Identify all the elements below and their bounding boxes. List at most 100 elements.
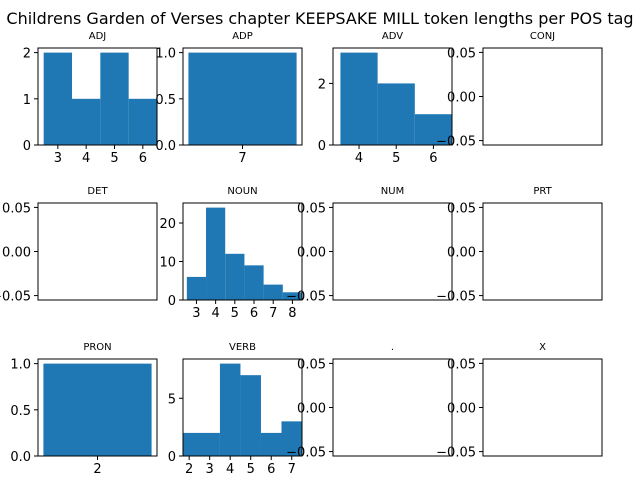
y-tick-label-adv: 0 bbox=[318, 139, 326, 154]
subplot-title-prt: PRT bbox=[533, 186, 552, 197]
subplot-x: X −0.05 0.00 0.05 bbox=[436, 342, 603, 461]
axes-frame-num bbox=[332, 202, 453, 301]
subplot-adv: ADV 4 5 6 0 2 bbox=[318, 31, 453, 166]
y-tick-label-adj: 1 bbox=[23, 93, 31, 108]
x-tick-label-noun: 4 bbox=[211, 306, 219, 321]
y-tick-label-punct: 0.05 bbox=[297, 357, 326, 372]
y-tick-label-x: −0.05 bbox=[436, 446, 476, 461]
subplot-title-adp: ADP bbox=[232, 31, 253, 42]
x-tick-label-noun: 3 bbox=[192, 306, 200, 321]
x-tick-label-verb: 5 bbox=[247, 462, 255, 477]
bar-noun bbox=[244, 265, 264, 300]
bar-verb bbox=[183, 432, 220, 456]
y-tick-label-prt: 0.05 bbox=[447, 201, 476, 216]
y-tick-label-conj: −0.05 bbox=[436, 135, 476, 150]
axes-frame-prt bbox=[482, 202, 603, 301]
y-tick-label-prt: 0.00 bbox=[447, 246, 476, 261]
y-tick-label-num: 0.00 bbox=[297, 246, 326, 261]
bar-adj bbox=[43, 52, 72, 145]
y-tick-label-x: 0.00 bbox=[447, 402, 476, 417]
bar-noun bbox=[206, 207, 226, 300]
bar-adj bbox=[72, 98, 101, 145]
x-tick-label-verb: 3 bbox=[206, 462, 214, 477]
x-tick-label-verb: 2 bbox=[185, 462, 193, 477]
x-tick-label-verb: 4 bbox=[226, 462, 234, 477]
x-tick-label-adj: 3 bbox=[54, 151, 62, 166]
y-tick-label-adj: 0 bbox=[23, 139, 31, 154]
bar-adv bbox=[377, 83, 415, 145]
subplot-noun: NOUN 3 4 5 6 7 8 0 10 20 bbox=[159, 186, 303, 321]
subplot-title-punct: . bbox=[391, 342, 394, 353]
subplot-num: NUM −0.05 0.00 0.05 bbox=[286, 186, 453, 305]
x-tick-label-noun: 7 bbox=[269, 306, 277, 321]
y-tick-label-pron: 1.0 bbox=[10, 358, 31, 373]
bar-noun bbox=[225, 253, 245, 300]
y-tick-label-det: 0.00 bbox=[2, 246, 31, 261]
y-tick-label-conj: 0.00 bbox=[447, 91, 476, 106]
y-tick-label-det: −0.05 bbox=[0, 290, 31, 305]
x-tick-label-adj: 4 bbox=[82, 151, 90, 166]
y-tick-label-det: 0.05 bbox=[2, 201, 31, 216]
y-tick-label-adp: 0.0 bbox=[155, 139, 176, 154]
x-tick-label-verb: 6 bbox=[267, 462, 275, 477]
bar-verb bbox=[240, 375, 261, 456]
subplot-prt: PRT −0.05 0.00 0.05 bbox=[436, 186, 603, 305]
x-tick-label-adp: 7 bbox=[238, 151, 246, 166]
y-tick-label-noun: 0 bbox=[168, 294, 176, 309]
y-tick-label-conj: 0.05 bbox=[447, 46, 476, 61]
y-tick-label-prt: −0.05 bbox=[436, 290, 476, 305]
x-tick-label-pron: 2 bbox=[93, 462, 101, 477]
axes-frame-noun bbox=[182, 202, 303, 301]
subplot-adj: ADJ 3 4 5 6 0 1 2 bbox=[23, 31, 158, 166]
bar-adj bbox=[100, 52, 129, 145]
x-tick-label-noun: 8 bbox=[288, 306, 296, 321]
x-tick-label-noun: 6 bbox=[250, 306, 258, 321]
bar-noun bbox=[282, 292, 302, 300]
y-tick-label-verb: 0 bbox=[168, 450, 176, 465]
subplot-title-adv: ADV bbox=[382, 31, 403, 42]
x-tick-label-verb: 7 bbox=[288, 462, 296, 477]
y-tick-label-punct: 0.00 bbox=[297, 402, 326, 417]
subplot-adp: ADP 7 0.0 0.5 1.0 bbox=[155, 31, 303, 166]
bar-adv bbox=[414, 114, 452, 145]
axes-frame-adv bbox=[332, 47, 453, 146]
subplot-title-adj: ADJ bbox=[89, 31, 107, 42]
y-tick-label-adj: 2 bbox=[23, 47, 31, 62]
y-tick-label-noun: 10 bbox=[159, 256, 176, 271]
axes-frame-det bbox=[37, 202, 158, 301]
bar-verb bbox=[281, 421, 302, 456]
y-tick-label-adp: 0.5 bbox=[155, 93, 176, 108]
y-tick-label-pron: 0.0 bbox=[10, 450, 31, 465]
y-tick-label-adv: 2 bbox=[318, 77, 326, 92]
bar-pron bbox=[43, 363, 152, 456]
y-tick-label-verb: 5 bbox=[168, 392, 176, 407]
bar-adp bbox=[188, 52, 297, 145]
x-tick-label-adj: 5 bbox=[110, 151, 118, 166]
axes-frame-conj bbox=[482, 47, 603, 146]
axes-frame-adj bbox=[37, 47, 158, 146]
subplot-title-noun: NOUN bbox=[227, 186, 257, 197]
x-tick-label-adv: 5 bbox=[392, 151, 400, 166]
axes-frame-x bbox=[482, 358, 603, 457]
subplot-title-det: DET bbox=[87, 186, 108, 197]
bar-noun bbox=[263, 284, 283, 300]
subplot-title-num: NUM bbox=[381, 186, 404, 197]
y-tick-label-noun: 20 bbox=[159, 217, 176, 232]
x-tick-label-adv: 4 bbox=[355, 151, 363, 166]
bar-verb bbox=[219, 363, 241, 456]
axes-frame-verb bbox=[182, 358, 303, 457]
x-tick-label-adj: 6 bbox=[139, 151, 147, 166]
subplot-pron: PRON 2 0.0 0.5 1.0 bbox=[10, 342, 158, 477]
x-tick-label-adv: 6 bbox=[429, 151, 437, 166]
bar-verb bbox=[260, 432, 282, 456]
figure-title: Childrens Garden of Verses chapter KEEPS… bbox=[6, 9, 633, 28]
x-tick-label-noun: 5 bbox=[231, 306, 239, 321]
subplot-title-verb: VERB bbox=[229, 342, 256, 353]
y-tick-label-adp: 1.0 bbox=[155, 47, 176, 62]
subplot-punct: . −0.05 0.00 0.05 bbox=[286, 342, 453, 461]
bar-adv bbox=[340, 52, 378, 145]
y-tick-label-num: 0.05 bbox=[297, 201, 326, 216]
subplot-title-conj: CONJ bbox=[530, 31, 555, 42]
